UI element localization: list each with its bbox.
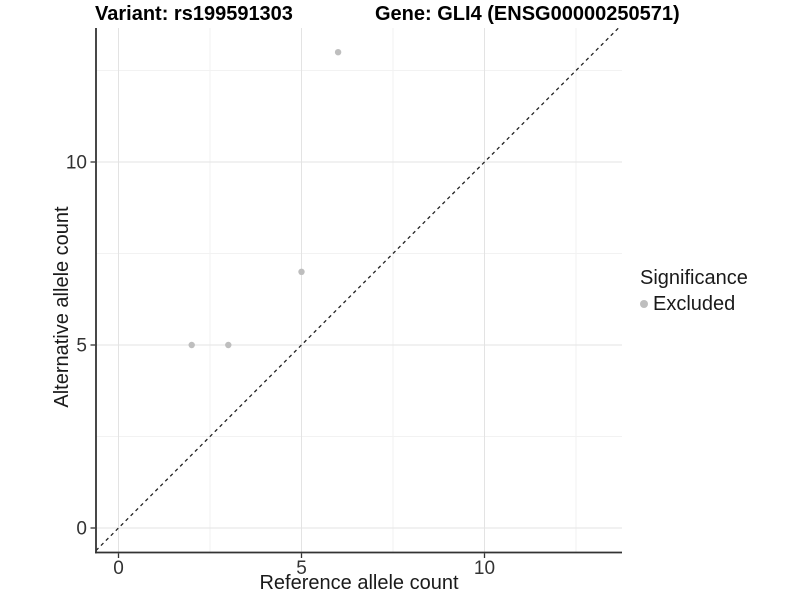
y-axis-label: Alternative allele count bbox=[51, 206, 73, 408]
x-tick-label: 5 bbox=[296, 558, 307, 579]
legend: Significance Excluded bbox=[640, 266, 748, 315]
data-point bbox=[298, 268, 305, 275]
plot-title-gene: Gene: GLI4 (ENSG00000250571) bbox=[375, 3, 680, 25]
y-tick-label: 10 bbox=[66, 153, 87, 174]
data-point bbox=[225, 341, 232, 349]
x-tick-label: 10 bbox=[474, 558, 495, 579]
data-point bbox=[188, 341, 195, 349]
legend-point-icon bbox=[640, 300, 648, 308]
y-tick-label: 5 bbox=[76, 336, 87, 357]
data-point bbox=[334, 49, 342, 56]
y-tick-label: 0 bbox=[76, 519, 87, 540]
legend-item-excluded: Excluded bbox=[640, 293, 748, 315]
plot-title-variant: Variant: rs199591303 bbox=[95, 3, 293, 25]
legend-title: Significance bbox=[640, 267, 748, 289]
identity-dashed-line bbox=[95, 27, 619, 551]
x-axis-label: Reference allele count bbox=[259, 572, 459, 594]
x-tick-label: 0 bbox=[113, 558, 124, 579]
legend-item-label: Excluded bbox=[653, 293, 736, 315]
